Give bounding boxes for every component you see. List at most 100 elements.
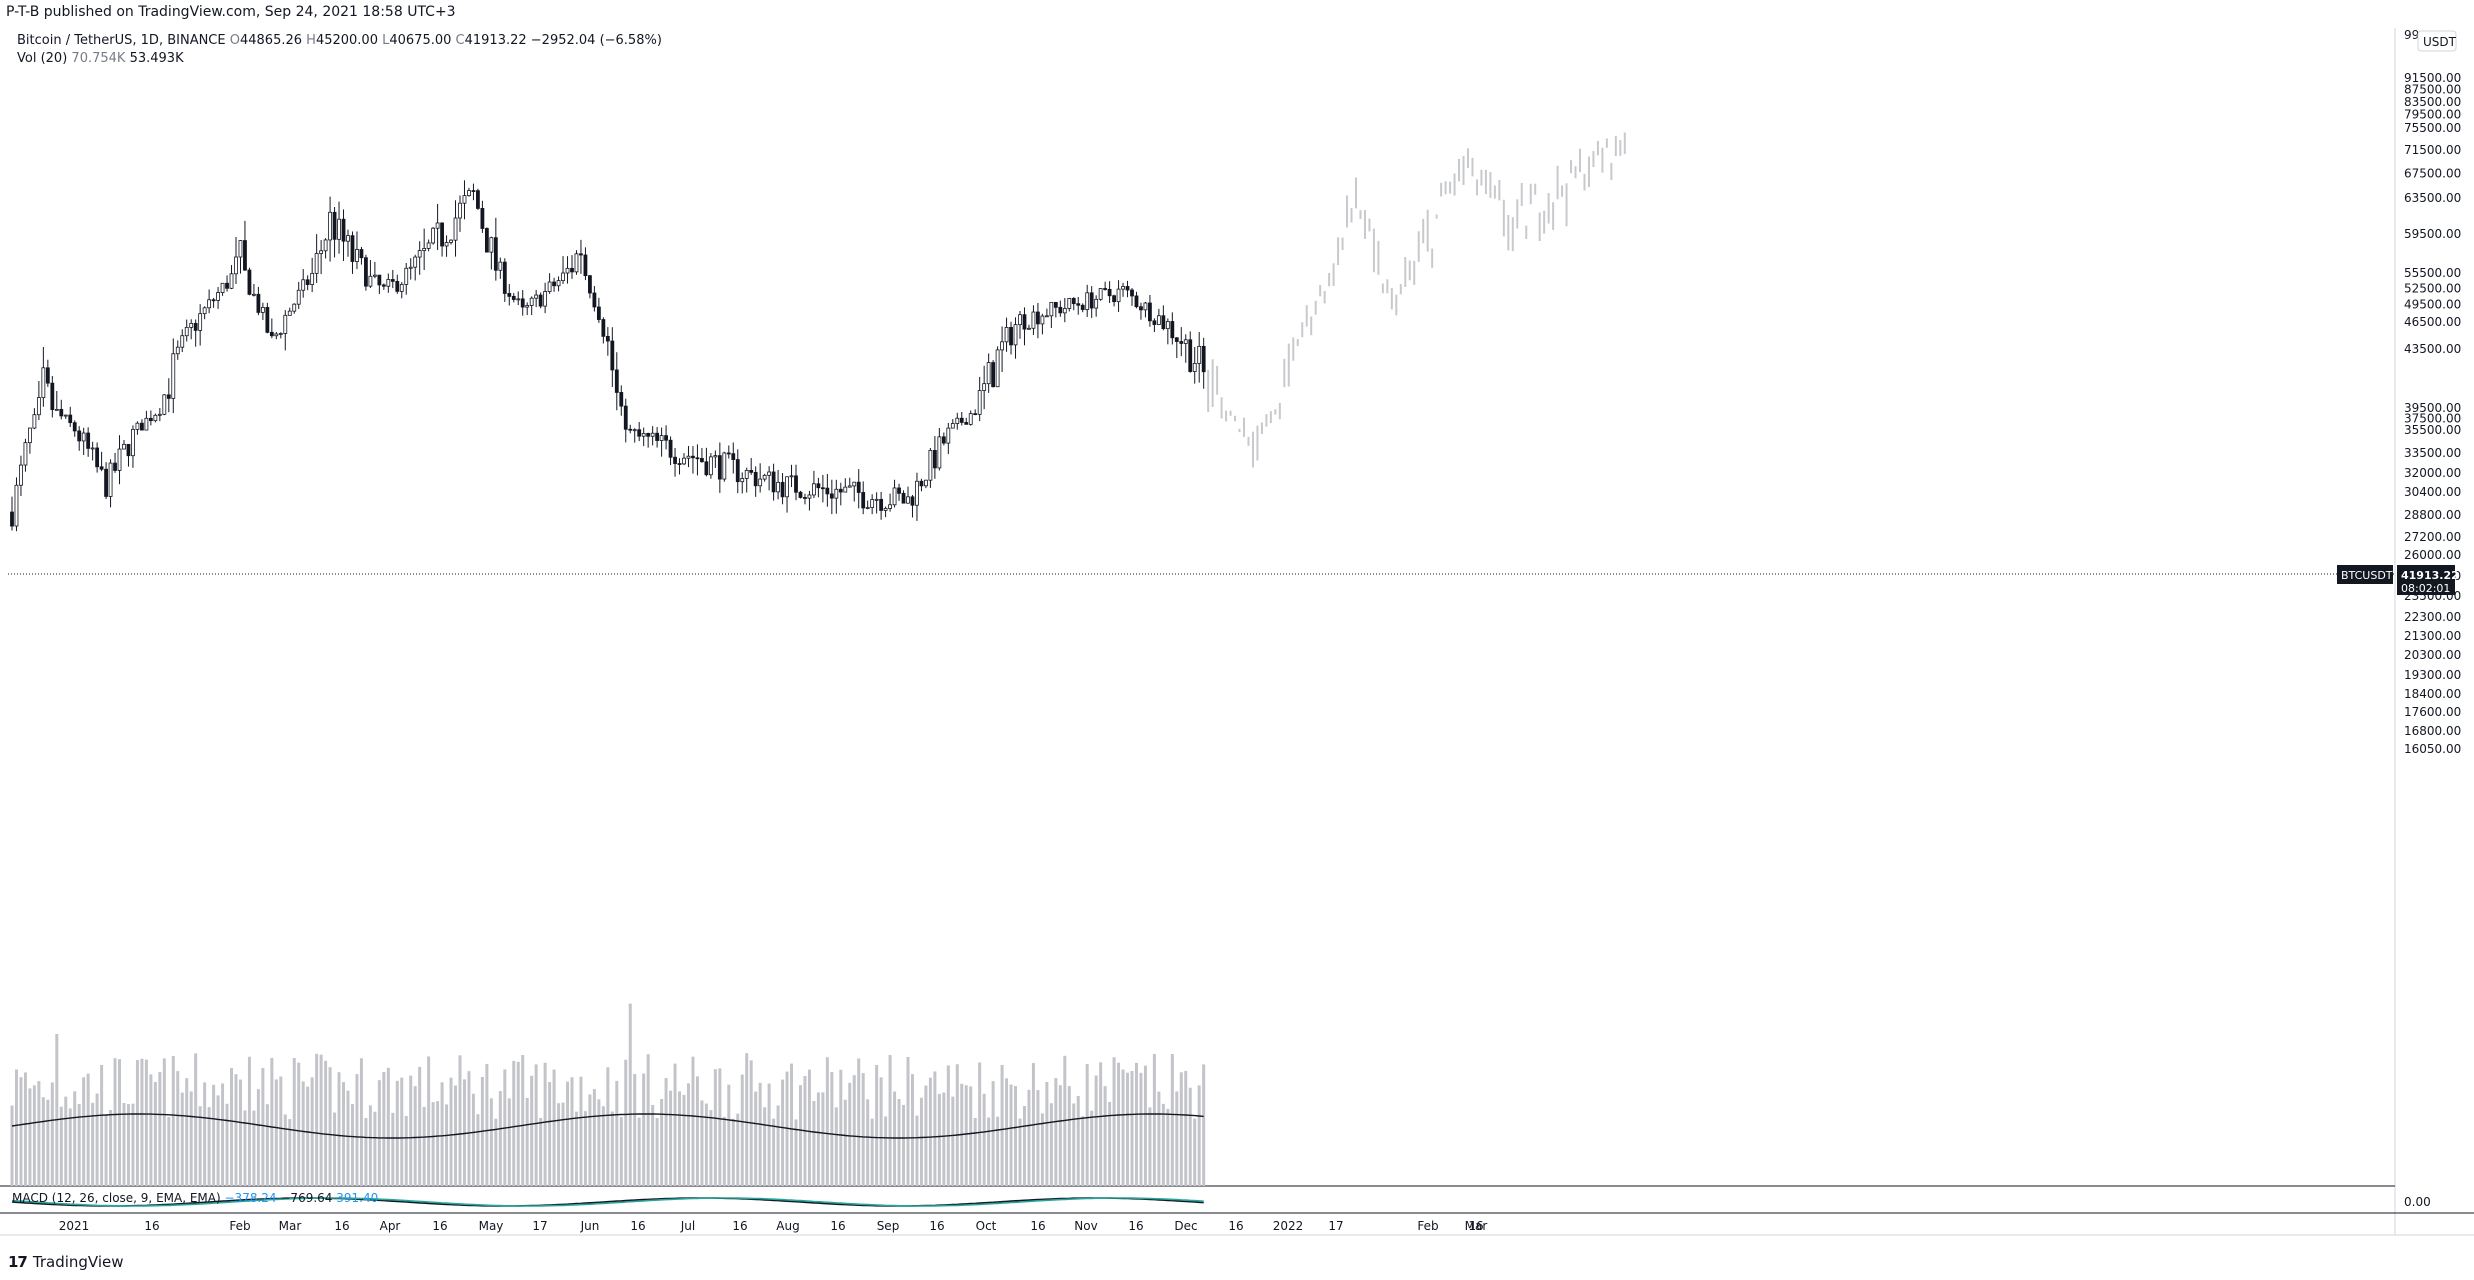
volume-bar bbox=[82, 1077, 86, 1186]
volume-bar bbox=[122, 1102, 126, 1186]
time-axis[interactable]: 2021 16 Feb Mar 16 Apr 16 May 17 Jun 16 Jul 16 Aug 16 S… bbox=[59, 1219, 1488, 1233]
candle bbox=[789, 464, 794, 487]
volume-bar bbox=[1152, 1053, 1156, 1186]
candle bbox=[646, 432, 651, 448]
volume-bar bbox=[1009, 1084, 1013, 1186]
currency-badge-box[interactable] bbox=[2417, 30, 2457, 52]
volume-bar bbox=[884, 1116, 888, 1186]
volume-ma-line bbox=[11, 1113, 1204, 1139]
time-tick-label: Jun bbox=[580, 1219, 600, 1233]
volume-bar bbox=[118, 1059, 122, 1186]
candle bbox=[1107, 281, 1112, 304]
volume-bar bbox=[834, 1107, 838, 1186]
candle bbox=[959, 411, 964, 426]
volume-bar bbox=[50, 1082, 54, 1186]
volume-bar bbox=[1112, 1057, 1116, 1186]
candle bbox=[493, 217, 498, 281]
volume-bar bbox=[1045, 1081, 1049, 1186]
volume-bar bbox=[530, 1075, 534, 1186]
volume-bar bbox=[413, 1086, 417, 1186]
candle bbox=[1013, 317, 1018, 359]
price-tick-label: 91500.00 bbox=[2404, 71, 2461, 85]
time-tick-label: 16 bbox=[929, 1219, 944, 1233]
volume-bar bbox=[1094, 1075, 1098, 1186]
time-tick-label: 16 bbox=[630, 1219, 645, 1233]
candle bbox=[1009, 321, 1013, 355]
volume-bar bbox=[861, 1073, 865, 1186]
volume-bar bbox=[991, 1081, 995, 1186]
volume-bar bbox=[1049, 1103, 1053, 1186]
candle bbox=[234, 236, 238, 285]
candle bbox=[1053, 301, 1058, 318]
volume-bar bbox=[489, 1098, 493, 1186]
volume-bar bbox=[458, 1055, 462, 1186]
candle bbox=[744, 467, 749, 493]
open-label: O bbox=[229, 33, 240, 48]
volume-bar bbox=[848, 1082, 852, 1186]
volume-bar bbox=[395, 1080, 399, 1186]
candle bbox=[148, 410, 153, 426]
volume-bar bbox=[297, 1062, 301, 1186]
volume-bar bbox=[274, 1079, 278, 1186]
candle bbox=[417, 241, 422, 275]
candle bbox=[1027, 324, 1031, 330]
candle bbox=[964, 417, 969, 425]
candle bbox=[68, 406, 73, 427]
volume-bar bbox=[798, 1085, 802, 1186]
candle bbox=[274, 331, 279, 340]
volume-bar bbox=[319, 1054, 323, 1186]
volume-bar bbox=[507, 1098, 511, 1186]
candle bbox=[798, 490, 803, 499]
time-tick-label: Apr bbox=[380, 1219, 401, 1233]
time-tick-label: Jul bbox=[680, 1219, 695, 1233]
candle bbox=[968, 410, 973, 426]
candle bbox=[1076, 296, 1081, 315]
volume-bar bbox=[825, 1057, 829, 1186]
candle bbox=[932, 436, 937, 479]
volume-bar bbox=[100, 1065, 104, 1186]
volume-bar bbox=[736, 1113, 740, 1186]
time-tick-label: 16 bbox=[1128, 1219, 1143, 1233]
symbol-title[interactable]: Bitcoin / TetherUS, 1D, BINANCE bbox=[17, 33, 226, 48]
volume-bar bbox=[816, 1092, 820, 1186]
candle bbox=[556, 276, 561, 292]
candle bbox=[287, 307, 292, 316]
volume-bar bbox=[1054, 1078, 1058, 1186]
candle bbox=[955, 412, 960, 430]
time-tick-label: 16 bbox=[732, 1219, 747, 1233]
volume-bar bbox=[642, 1073, 646, 1186]
candle bbox=[467, 187, 471, 197]
low-value: 40675.00 bbox=[389, 33, 452, 48]
volume-bar bbox=[185, 1078, 189, 1186]
candle bbox=[135, 421, 140, 435]
candle bbox=[1022, 307, 1027, 346]
volume-bar bbox=[651, 1104, 655, 1186]
time-tick-label: 17 bbox=[532, 1219, 547, 1233]
candle bbox=[202, 306, 207, 320]
price-tick-label: 32000.00 bbox=[2404, 466, 2461, 480]
volume-bar bbox=[579, 1076, 583, 1186]
volume-bar bbox=[969, 1086, 973, 1186]
time-tick-label: 2022 bbox=[1273, 1219, 1304, 1233]
candle bbox=[346, 229, 350, 257]
volume-bar bbox=[1103, 1086, 1107, 1186]
volume-bar bbox=[888, 1055, 892, 1186]
candle bbox=[816, 477, 821, 498]
volume-bar bbox=[162, 1058, 166, 1186]
volume-bar bbox=[1161, 1103, 1165, 1186]
volume-bar bbox=[355, 1074, 359, 1186]
time-tick-label: Mar bbox=[1465, 1219, 1488, 1233]
volume-label[interactable]: Vol (20) bbox=[17, 51, 68, 66]
macd-legend: MACD (12, 26, close, 9, EMA, EMA) −378.2… bbox=[12, 1191, 378, 1205]
volume-bar bbox=[574, 1111, 578, 1186]
volume-bar bbox=[471, 1093, 475, 1186]
volume-bar bbox=[198, 1106, 202, 1186]
price-axis[interactable]: 99... USDT 91500.0087500.0083500.0079500… bbox=[2337, 28, 2461, 1209]
price-tick-label: 26000.00 bbox=[2404, 548, 2461, 562]
volume-bar bbox=[682, 1094, 686, 1186]
macd-hist-value: −378.24 bbox=[224, 1191, 277, 1205]
candle bbox=[471, 183, 476, 201]
macd-label[interactable]: MACD (12, 26, close, 9, EMA, EMA) bbox=[12, 1191, 221, 1205]
volume-bar bbox=[91, 1102, 95, 1186]
